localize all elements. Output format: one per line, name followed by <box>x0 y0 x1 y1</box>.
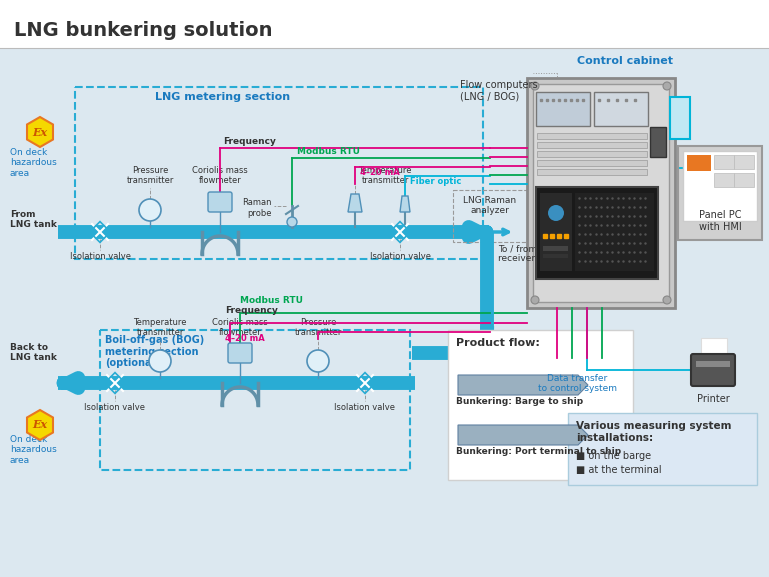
FancyBboxPatch shape <box>670 97 690 139</box>
FancyBboxPatch shape <box>683 151 757 221</box>
Text: Pressure
transmitter: Pressure transmitter <box>126 166 174 185</box>
Text: Various measuring system
installations:: Various measuring system installations: <box>576 421 731 443</box>
Text: Modbus RTU: Modbus RTU <box>297 147 360 156</box>
Text: Temperature
transmitter: Temperature transmitter <box>358 166 411 185</box>
Text: On deck
hazardous
area: On deck hazardous area <box>10 148 57 178</box>
Text: Raman
probe: Raman probe <box>242 198 272 218</box>
FancyBboxPatch shape <box>540 193 572 271</box>
Text: Isolation valve: Isolation valve <box>85 403 145 412</box>
Text: Isolation valve: Isolation valve <box>369 252 431 261</box>
FancyBboxPatch shape <box>537 169 647 175</box>
Circle shape <box>139 199 161 221</box>
Text: Isolation valve: Isolation valve <box>335 403 395 412</box>
FancyBboxPatch shape <box>536 92 590 126</box>
Text: Ex: Ex <box>32 126 48 137</box>
Text: Control cabinet: Control cabinet <box>577 56 673 66</box>
Circle shape <box>548 205 564 221</box>
Text: Printer: Printer <box>697 394 729 404</box>
Text: Coriolis mass
flowmeter: Coriolis mass flowmeter <box>212 317 268 337</box>
FancyBboxPatch shape <box>543 246 568 251</box>
Polygon shape <box>400 196 410 212</box>
Text: Pressure
transmitter: Pressure transmitter <box>295 317 341 337</box>
Text: Modbus RTU: Modbus RTU <box>240 296 303 305</box>
FancyBboxPatch shape <box>228 343 252 363</box>
Text: To / from
receiver tank: To / from receiver tank <box>498 244 558 263</box>
Polygon shape <box>458 425 588 445</box>
FancyBboxPatch shape <box>678 146 762 240</box>
FancyBboxPatch shape <box>714 155 734 169</box>
Polygon shape <box>348 194 362 212</box>
FancyBboxPatch shape <box>691 354 735 386</box>
FancyBboxPatch shape <box>527 78 675 308</box>
FancyBboxPatch shape <box>543 254 568 258</box>
Text: Data transfer
to control system: Data transfer to control system <box>538 374 617 394</box>
FancyBboxPatch shape <box>701 338 727 360</box>
Polygon shape <box>27 410 53 440</box>
Circle shape <box>663 82 671 90</box>
Circle shape <box>287 217 297 227</box>
Polygon shape <box>27 117 53 147</box>
Text: Coriolis mass
flowmeter: Coriolis mass flowmeter <box>192 166 248 185</box>
Text: Bunkering: Barge to ship: Bunkering: Barge to ship <box>456 397 583 406</box>
FancyBboxPatch shape <box>575 193 654 271</box>
Circle shape <box>149 350 171 372</box>
Circle shape <box>663 296 671 304</box>
FancyBboxPatch shape <box>568 413 757 485</box>
Text: 4–20 mA: 4–20 mA <box>360 168 400 177</box>
FancyBboxPatch shape <box>687 155 711 171</box>
Polygon shape <box>458 375 588 395</box>
Text: Temperature
transmitter: Temperature transmitter <box>133 317 187 337</box>
FancyBboxPatch shape <box>734 155 754 169</box>
Text: From
LNG tank: From LNG tank <box>10 210 57 230</box>
Text: Boil-off-gas (BOG)
metering section
(optional): Boil-off-gas (BOG) metering section (opt… <box>105 335 205 368</box>
FancyBboxPatch shape <box>537 133 647 139</box>
Text: Fiber optic: Fiber optic <box>410 177 461 186</box>
FancyBboxPatch shape <box>537 142 647 148</box>
FancyBboxPatch shape <box>594 92 648 126</box>
Circle shape <box>307 350 329 372</box>
Circle shape <box>531 296 539 304</box>
FancyBboxPatch shape <box>208 192 232 212</box>
Text: ■ at the terminal: ■ at the terminal <box>576 465 661 475</box>
FancyBboxPatch shape <box>734 173 754 187</box>
Text: Product flow:: Product flow: <box>456 338 540 348</box>
FancyBboxPatch shape <box>536 187 658 279</box>
Text: ■ on the barge: ■ on the barge <box>576 451 651 461</box>
Text: LNG metering section: LNG metering section <box>155 92 290 102</box>
FancyBboxPatch shape <box>0 0 769 48</box>
Text: LNG bunkering solution: LNG bunkering solution <box>14 21 272 39</box>
Text: On deck
hazardous
area: On deck hazardous area <box>10 435 57 465</box>
FancyBboxPatch shape <box>696 361 730 367</box>
Text: Flow computers
(LNG / BOG): Flow computers (LNG / BOG) <box>460 80 538 102</box>
FancyBboxPatch shape <box>0 48 769 577</box>
FancyBboxPatch shape <box>537 160 647 166</box>
FancyBboxPatch shape <box>650 127 666 157</box>
FancyBboxPatch shape <box>714 173 734 187</box>
Text: Bunkering: Port terminal to ship: Bunkering: Port terminal to ship <box>456 447 621 456</box>
Text: LNG Raman
analyzer: LNG Raman analyzer <box>464 196 517 215</box>
Text: Panel PC
with HMI: Panel PC with HMI <box>698 211 741 232</box>
Circle shape <box>531 82 539 90</box>
FancyBboxPatch shape <box>537 151 647 157</box>
FancyBboxPatch shape <box>533 84 669 302</box>
Text: Ex: Ex <box>32 419 48 430</box>
Text: Frequency: Frequency <box>225 306 278 315</box>
FancyBboxPatch shape <box>448 330 633 480</box>
Text: Back to
LNG tank: Back to LNG tank <box>10 343 57 362</box>
Text: 4–20 mA: 4–20 mA <box>225 334 265 343</box>
Text: Isolation valve: Isolation valve <box>69 252 131 261</box>
Text: Frequency: Frequency <box>223 137 276 146</box>
